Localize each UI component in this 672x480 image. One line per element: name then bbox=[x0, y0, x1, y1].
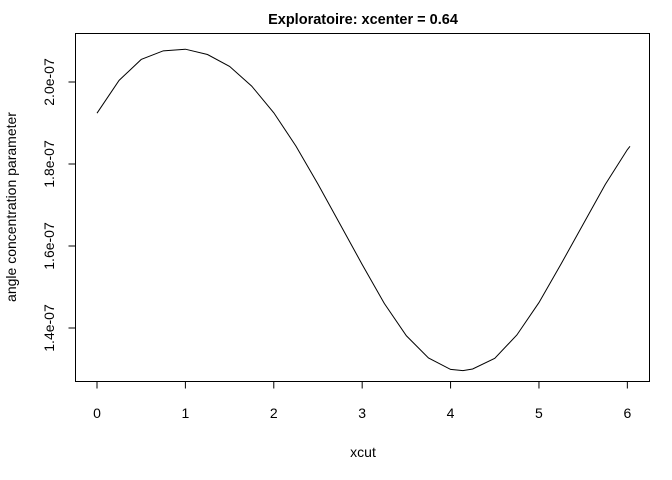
y-axis-ticks: 1.4e-07 1.6e-07 1.8e-07 2.0e-07 bbox=[41, 58, 76, 352]
x-tick-label: 1 bbox=[181, 405, 189, 421]
x-axis-ticks: 0 1 2 3 4 5 6 bbox=[93, 381, 631, 421]
x-tick-label: 2 bbox=[270, 405, 278, 421]
y-tick-label: 1.8e-07 bbox=[41, 140, 57, 188]
curve-layer bbox=[96, 48, 631, 372]
x-tick-label: 4 bbox=[447, 405, 455, 421]
y-tick-label: 1.6e-07 bbox=[41, 222, 57, 270]
chart-title: Exploratoire: xcenter = 0.64 bbox=[268, 12, 458, 28]
plot-frame bbox=[75, 33, 650, 382]
x-tick-label: 5 bbox=[535, 405, 543, 421]
x-tick-label: 0 bbox=[93, 405, 101, 421]
y-tick-label: 1.4e-07 bbox=[41, 304, 57, 352]
x-tick-label: 3 bbox=[358, 405, 366, 421]
series-line bbox=[96, 48, 631, 372]
x-axis-title: xcut bbox=[350, 444, 376, 460]
y-tick-label: 2.0e-07 bbox=[41, 58, 57, 106]
y-axis-title: angle concentration parameter bbox=[3, 112, 19, 302]
x-tick-label: 6 bbox=[623, 405, 631, 421]
